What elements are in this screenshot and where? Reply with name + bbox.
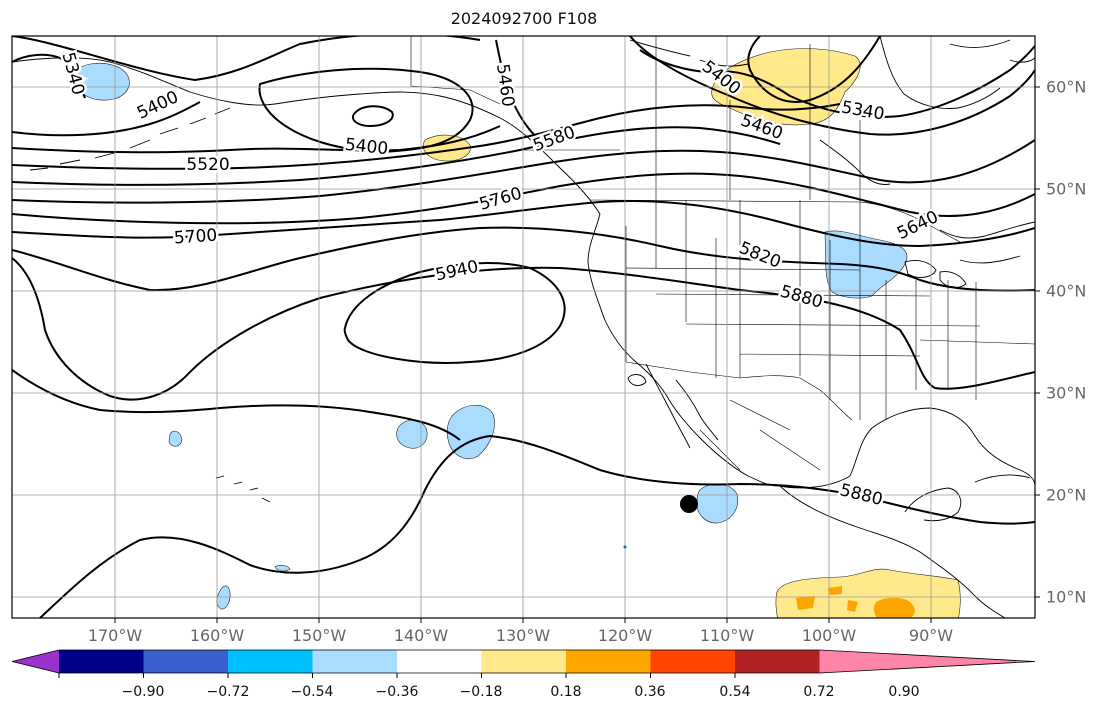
longitude-label: 160°W [189, 626, 245, 645]
negative-anomaly-region [274, 564, 291, 572]
map-title: 2024092700 F108 [450, 9, 598, 28]
height-contour [12, 172, 1035, 225]
positive-anomaly-region [775, 568, 961, 618]
east-canada-coast [939, 221, 1035, 264]
colorbar-tick-label: −0.36 [375, 684, 419, 700]
height-contour [12, 257, 1035, 401]
contour-label: 5520 [186, 155, 229, 175]
us-mexico-border [625, 361, 853, 421]
colorbar-segment [59, 650, 144, 673]
height-contour [258, 67, 474, 154]
colorbar-tick-label: 0.72 [803, 684, 835, 700]
coastline-layer [12, 36, 1035, 618]
height-contour [12, 369, 461, 441]
strong-positive-anomaly-region [847, 600, 858, 612]
graticule [12, 36, 1035, 618]
height-contour [629, 36, 1035, 136]
gulf-coast [779, 407, 1035, 489]
longitude-label: 90°W [908, 626, 954, 645]
small-dot-marker [623, 545, 627, 549]
mexico-state-borders [699, 399, 821, 471]
alaska-coastline [12, 57, 601, 215]
height-contour [12, 53, 86, 99]
strong-positive-anomaly-region [873, 597, 915, 618]
colorbar-segment [650, 650, 736, 673]
colorbar-tick-label: −0.18 [459, 684, 503, 700]
positive-anomaly-region [422, 134, 471, 162]
height-contour [12, 103, 841, 170]
negative-anomaly-region [396, 419, 428, 449]
height-contour [12, 101, 201, 137]
arctic-islands [629, 39, 1035, 67]
height-contour [12, 200, 1035, 248]
colorbar-tick-label: −0.72 [206, 684, 250, 700]
height-contour [39, 434, 1035, 618]
colorbar-tick-label: 0.90 [888, 684, 920, 700]
negative-anomaly-region [696, 483, 739, 524]
longitude-label: 120°W [597, 626, 653, 645]
latitude-label: 20°N [1046, 485, 1087, 505]
height-contour [12, 139, 1035, 204]
alaska-canada-border [410, 36, 501, 105]
height-contour [12, 226, 1035, 292]
colorbar-segment [312, 650, 398, 673]
colorbar-tick-label: −0.90 [121, 684, 165, 700]
cuba-island [974, 474, 1031, 483]
longitude-label: 130°W [495, 626, 551, 645]
height-contour-layer [12, 36, 1035, 618]
height-contour [12, 125, 501, 154]
great-lakes [904, 259, 967, 288]
canada-province-borders [520, 36, 861, 202]
latitude-label: 50°N [1046, 179, 1087, 199]
latitude-label: 10°N [1046, 587, 1087, 607]
yucatan [904, 487, 962, 522]
longitude-label: 150°W [291, 626, 347, 645]
height-contour [12, 126, 781, 186]
strong-positive-anomaly-region [796, 596, 815, 610]
baja-peninsula [645, 363, 719, 449]
colorbar-tick-label: 0.36 [634, 684, 666, 700]
colorbar-segment [735, 650, 820, 673]
latitude-label: 60°N [1046, 77, 1087, 97]
height-contour [12, 36, 481, 82]
height-contour [639, 45, 1035, 118]
colorbar-segment [566, 650, 651, 673]
height-contour [495, 39, 541, 141]
guadalupe-island [627, 374, 647, 386]
colorbar-tick-label: −0.54 [290, 684, 334, 700]
longitude-label: 100°W [801, 626, 857, 645]
height-contour [352, 105, 394, 128]
colorbar-segment [481, 650, 567, 673]
longitude-label: 140°W [393, 626, 449, 645]
longitude-label: 110°W [699, 626, 755, 645]
axis-ticks [114, 86, 1040, 623]
contour-label: 5700 [173, 226, 218, 249]
negative-anomaly-region [168, 430, 183, 447]
strong-positive-anomaly-region [828, 586, 842, 595]
aleutian-islands [29, 107, 231, 171]
hawaii-islands [215, 475, 271, 503]
colorbar-extend-max [819, 650, 1035, 673]
colorbar-extend-min [12, 650, 59, 673]
colorbar-tick-label: 0.18 [550, 684, 582, 700]
height-contour [343, 262, 566, 364]
colorbar [11, 649, 1036, 678]
colorbar-segment [397, 650, 482, 673]
colorbar-tick-label: 0.54 [719, 684, 751, 700]
latitude-label: 30°N [1046, 383, 1087, 403]
height-contour [747, 36, 881, 103]
central-america-coast [779, 485, 1006, 618]
latitude-label: 40°N [1046, 281, 1087, 301]
longitude-label: 170°W [87, 626, 143, 645]
negative-anomaly-region [446, 404, 495, 459]
colorbar-segment [228, 650, 313, 673]
storm-center-marker [680, 495, 698, 513]
colorbar-segment [143, 650, 229, 673]
us-canada-border [589, 199, 961, 243]
